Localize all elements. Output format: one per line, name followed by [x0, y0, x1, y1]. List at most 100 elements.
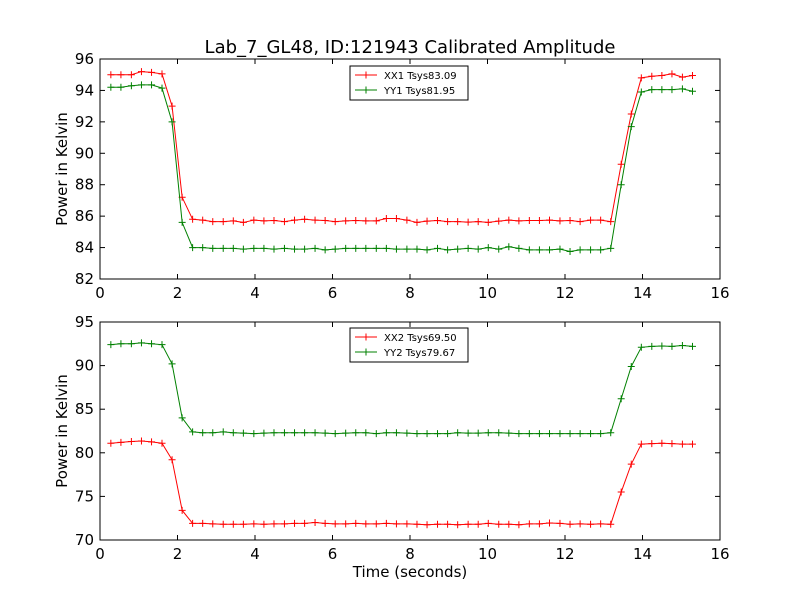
- data-point: [260, 244, 268, 252]
- data-point: [392, 520, 400, 528]
- data-point: [392, 245, 400, 253]
- data-point: [127, 82, 135, 90]
- data-point: [260, 429, 268, 437]
- y-tick-label: 90: [75, 144, 94, 162]
- legend-label: YY2 Tsys79.67: [383, 348, 455, 359]
- data-point: [137, 81, 145, 89]
- legend-box: [349, 327, 469, 363]
- data-point: [342, 520, 350, 528]
- data-point: [199, 216, 207, 224]
- data-point: [587, 520, 595, 528]
- legend: XX1 Tsys83.09 YY1 Tsys81.95: [349, 65, 469, 101]
- x-tick-label: 8: [405, 545, 415, 563]
- data-point: [127, 71, 135, 79]
- data-point: [107, 71, 115, 79]
- legend-marker: [362, 333, 370, 341]
- x-tick-label: 8: [405, 284, 415, 302]
- data-point: [148, 340, 156, 348]
- data-point: [311, 216, 319, 224]
- data-point: [576, 246, 584, 254]
- data-point: [678, 342, 686, 350]
- data-point: [648, 342, 656, 350]
- data-point: [535, 246, 543, 254]
- data-point: [229, 244, 237, 252]
- data-point: [239, 218, 247, 226]
- data-point: [444, 246, 452, 254]
- data-point: [331, 430, 339, 438]
- data-point: [597, 216, 605, 224]
- data-point: [444, 218, 452, 226]
- data-point: [280, 244, 288, 252]
- data-point: [597, 246, 605, 254]
- data-point: [484, 218, 492, 226]
- data-point: [658, 72, 666, 79]
- data-point: [505, 243, 513, 251]
- data-point: [495, 245, 503, 253]
- data-point: [392, 429, 400, 437]
- data-point: [148, 438, 156, 446]
- data-point: [484, 429, 492, 437]
- data-point: [535, 217, 543, 225]
- data-point: [515, 244, 523, 252]
- x-tick-label: 2: [173, 545, 183, 563]
- data-point: [137, 437, 145, 445]
- data-point: [688, 87, 696, 95]
- data-point: [597, 430, 605, 438]
- data-point: [576, 430, 584, 438]
- data-point: [280, 520, 288, 528]
- data-point: [311, 244, 319, 252]
- data-point: [209, 520, 217, 528]
- data-point: [178, 506, 186, 514]
- data-point: [637, 343, 645, 351]
- y-tick-label: 80: [75, 444, 94, 462]
- data-point: [546, 216, 553, 224]
- data-point: [168, 456, 176, 464]
- data-point: [331, 520, 339, 528]
- y-tick-label: 84: [75, 239, 94, 257]
- legend-marker: [362, 86, 370, 94]
- data-point: [454, 521, 462, 529]
- data-point: [495, 429, 503, 437]
- data-point: [219, 520, 227, 528]
- data-point: [587, 216, 595, 224]
- data-point: [382, 215, 390, 222]
- data-point: [342, 217, 350, 225]
- data-point: [107, 439, 115, 447]
- data-point: [270, 217, 278, 225]
- top-panel: 0 2 4 6 8 10 12 14 16 82 84 86 88 90 92 94 96 Power in Ke…: [53, 50, 730, 302]
- data-point: [413, 430, 421, 438]
- data-point: [678, 440, 686, 448]
- data-point: [423, 430, 431, 438]
- data-point: [688, 72, 696, 79]
- data-point: [372, 244, 380, 252]
- data-point: [627, 123, 635, 131]
- data-point: [546, 430, 553, 438]
- data-point: [392, 215, 400, 222]
- data-point: [403, 520, 411, 528]
- data-point: [342, 429, 350, 437]
- series-line: [110, 440, 693, 526]
- data-point: [342, 244, 350, 252]
- legend-label: XX2 Tsys69.50: [384, 333, 457, 344]
- y-axis-label: Power in Kelvin: [53, 374, 71, 488]
- data-point: [291, 245, 299, 253]
- legend-box: [349, 65, 469, 101]
- data-point: [178, 218, 186, 226]
- data-point: [291, 216, 299, 224]
- data-point: [158, 70, 166, 78]
- data-point: [229, 520, 237, 528]
- data-point: [301, 429, 309, 437]
- data-point: [199, 429, 207, 437]
- x-tick-label: 14: [633, 284, 652, 302]
- data-point: [597, 520, 605, 528]
- data-point: [321, 246, 329, 254]
- data-point: [525, 246, 533, 254]
- data-point: [556, 519, 564, 527]
- data-point: [474, 218, 482, 226]
- data-point: [627, 362, 635, 370]
- data-point: [587, 430, 595, 438]
- x-tick-label: 0: [95, 545, 105, 563]
- series-line: [110, 342, 693, 435]
- data-point: [270, 520, 278, 528]
- data-point: [382, 429, 390, 437]
